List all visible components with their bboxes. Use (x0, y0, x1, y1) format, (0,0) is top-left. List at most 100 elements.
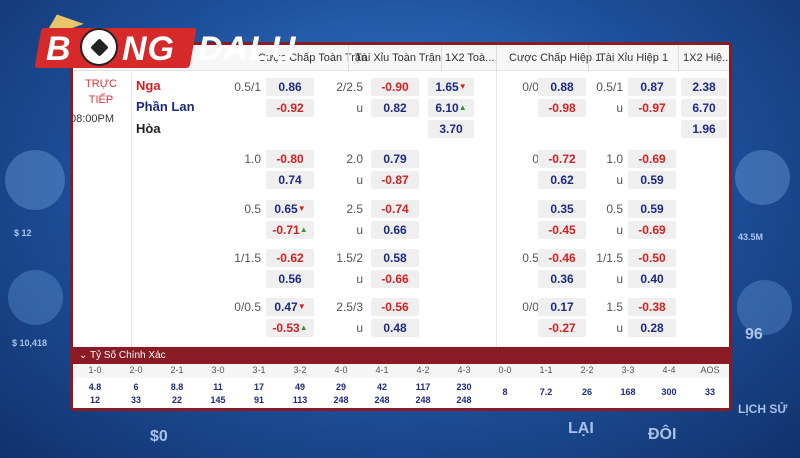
half-total-under-label: u (591, 223, 623, 237)
half-handicap-away-odd-text: -0.98 (548, 101, 576, 115)
score-odd[interactable]: 117 (415, 382, 431, 392)
score-odd-away[interactable]: 33 (130, 395, 141, 405)
total-under-odd[interactable]: -0.66 (371, 270, 419, 288)
half-total-under-odd[interactable]: -0.69 (628, 221, 676, 239)
logo-text-b: B (46, 30, 72, 68)
x12-draw-odd[interactable]: 3.70 (428, 120, 474, 138)
total-under-odd[interactable]: -0.87 (371, 171, 419, 189)
half-handicap-home-odd[interactable]: 0.88 (538, 78, 586, 96)
half-total-under-odd[interactable]: 0.40 (628, 270, 676, 288)
half-handicap-away-odd[interactable]: -0.27 (538, 319, 586, 337)
total-over-odd[interactable]: 0.58 (371, 249, 419, 267)
score-odd-away[interactable]: 91 (253, 395, 264, 405)
bg-avatar-right-1 (735, 150, 790, 205)
header-overunder-full[interactable]: Tài Xỉu Toàn Trận (355, 52, 442, 64)
x12-home-odd-text: 1.65 (435, 80, 459, 94)
score-odd[interactable]: 42 (376, 382, 387, 392)
arrow-up-icon: ▲ (299, 225, 308, 234)
total-under-odd[interactable]: 0.66 (371, 221, 419, 239)
total-over-odd-text: -0.74 (381, 202, 409, 216)
score-odd-away[interactable]: 248 (415, 395, 431, 405)
header-overunder-half[interactable]: Tài Xỉu Hiệp 1 (599, 52, 669, 64)
total-under-odd[interactable]: 0.48 (371, 319, 419, 337)
handicap-home-odd[interactable]: -0.80 (266, 150, 314, 168)
score-odd-away[interactable]: 248 (456, 395, 472, 405)
handicap-home-odd[interactable]: 0.65▼ (266, 200, 314, 218)
exact-score-title: Tỷ Số Chính Xác (89, 350, 166, 361)
bongdalu-logo[interactable]: B NG DALU (34, 7, 328, 70)
half-handicap-away-odd[interactable]: -0.98 (538, 99, 586, 117)
half-handicap-home-odd[interactable]: -0.72 (538, 150, 586, 168)
score-odd[interactable]: 4.8 (88, 382, 102, 392)
header-1x2-half[interactable]: 1X2 Hiệ... (683, 52, 729, 64)
handicap-away-odd[interactable]: -0.71▲ (266, 221, 314, 239)
score-odd[interactable]: 26 (581, 387, 592, 397)
half-x12-draw-odd-text: 1.96 (692, 122, 716, 136)
half-total-line-text: 1/1.5 (596, 251, 623, 265)
score-odd[interactable]: 6 (133, 382, 139, 392)
half-x12-away-odd[interactable]: 6.70 (681, 99, 727, 117)
half-total-line-text: 0.5/1 (596, 80, 623, 94)
handicap-home-odd[interactable]: 0.86 (266, 78, 314, 96)
score-label: 2-0 (129, 365, 143, 375)
half-handicap-home-odd[interactable]: 0.35 (538, 200, 586, 218)
half-total-over-odd[interactable]: -0.69 (628, 150, 676, 168)
score-odd[interactable]: 17 (253, 382, 264, 392)
header-handicap-half[interactable]: Cược Chấp Hiệp 1 (509, 52, 602, 64)
header-1x2-full[interactable]: 1X2 Toà... (445, 52, 495, 64)
score-odd[interactable]: 8 (502, 387, 508, 397)
handicap-away-odd[interactable]: 0.74 (266, 171, 314, 189)
score-odd[interactable]: 29 (335, 382, 346, 392)
x12-draw-odd-text: 3.70 (439, 122, 463, 136)
total-over-odd[interactable]: -0.90 (371, 78, 419, 96)
handicap-away-odd[interactable]: -0.92 (266, 99, 314, 117)
score-odd[interactable]: 33 (704, 387, 715, 397)
score-odd-away[interactable]: 12 (89, 395, 100, 405)
half-handicap-away-odd[interactable]: 0.36 (538, 270, 586, 288)
score-odd[interactable]: 49 (294, 382, 305, 392)
handicap-line-text: 0/0.5 (234, 300, 261, 314)
handicap-home-odd[interactable]: 0.47▼ (266, 298, 314, 316)
score-odd[interactable]: 7.2 (539, 387, 553, 397)
half-total-under-odd-text: 0.59 (640, 173, 664, 187)
score-odd[interactable]: 11 (213, 382, 223, 392)
half-x12-home-odd[interactable]: 2.38 (681, 78, 727, 96)
bg-left-amount-1: $ 12 (14, 228, 32, 238)
score-odd-away[interactable]: 22 (171, 395, 182, 405)
half-x12-draw-odd[interactable]: 1.96 (681, 120, 727, 138)
half-total-over-odd[interactable]: -0.50 (628, 249, 676, 267)
half-total-over-odd-text: -0.69 (638, 152, 666, 166)
score-odd-away[interactable]: 248 (374, 395, 390, 405)
half-handicap-home-odd[interactable]: 0.17 (538, 298, 586, 316)
half-handicap-away-odd[interactable]: 0.62 (538, 171, 586, 189)
score-odd-away[interactable]: 248 (333, 395, 349, 405)
half-total-over-odd[interactable]: 0.59 (628, 200, 676, 218)
half-total-under-odd[interactable]: 0.59 (628, 171, 676, 189)
total-over-odd-text: 0.58 (383, 251, 407, 265)
total-over-odd[interactable]: 0.79 (371, 150, 419, 168)
half-handicap-home-odd[interactable]: -0.46 (538, 249, 586, 267)
handicap-away-odd[interactable]: -0.53▲ (266, 319, 314, 337)
handicap-home-odd[interactable]: -0.62 (266, 249, 314, 267)
half-handicap-away-odd[interactable]: -0.45 (538, 221, 586, 239)
x12-away-odd[interactable]: 6.10▲ (428, 99, 474, 117)
score-odd-away[interactable]: 145 (210, 395, 226, 405)
total-over-odd[interactable]: -0.74 (371, 200, 419, 218)
half-total-over-odd[interactable]: -0.38 (628, 298, 676, 316)
x12-home-odd[interactable]: 1.65▼ (428, 78, 474, 96)
exact-score-bar[interactable]: ⌄ Tỷ Số Chính Xác (73, 347, 729, 364)
score-odd[interactable]: 230 (456, 382, 472, 392)
score-odd-away[interactable]: 113 (292, 395, 308, 405)
half-total-under-odd[interactable]: -0.97 (628, 99, 676, 117)
total-line: 2.0 (331, 152, 363, 166)
match-status-line2: TIẾP (88, 94, 114, 106)
score-odd[interactable]: 300 (661, 387, 677, 397)
half-total-under-odd[interactable]: 0.28 (628, 319, 676, 337)
score-odd[interactable]: 168 (620, 387, 636, 397)
score-odd[interactable]: 8.8 (170, 382, 184, 392)
handicap-away-odd[interactable]: 0.56 (266, 270, 314, 288)
half-total-over-odd[interactable]: 0.87 (628, 78, 676, 96)
header-handicap-full[interactable]: Cược Chấp Toàn Trận (258, 52, 368, 64)
total-over-odd[interactable]: -0.56 (371, 298, 419, 316)
total-under-odd[interactable]: 0.82 (371, 99, 419, 117)
